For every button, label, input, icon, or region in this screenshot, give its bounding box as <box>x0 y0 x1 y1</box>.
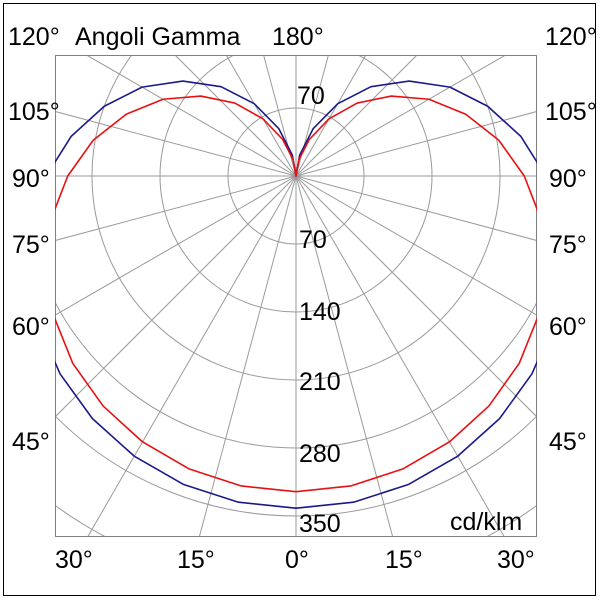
radial-label-280: 280 <box>299 440 341 468</box>
axis-label-bottom-15-right: 15° <box>385 546 423 574</box>
curve-c90-c270 <box>55 95 297 493</box>
axis-label-right-90: 90° <box>549 165 587 193</box>
axis-label-bottom-0: 0° <box>285 546 309 574</box>
axis-label-left-105: 105° <box>8 98 60 126</box>
radial-label-210: 210 <box>299 368 341 396</box>
radial-label-up-70: 70 <box>297 82 325 110</box>
axis-label-left-45: 45° <box>12 428 50 456</box>
unit-label: cd/klm <box>450 508 523 536</box>
intensity-curves <box>55 80 537 510</box>
plot-frame <box>55 55 537 537</box>
radial-label-140: 140 <box>299 298 341 326</box>
axis-label-right-45: 45° <box>549 428 587 456</box>
axis-label-right-60: 60° <box>549 313 587 341</box>
axis-label-bottom-30-right: 30° <box>497 546 535 574</box>
axis-label-bottom-15-left: 15° <box>177 546 215 574</box>
curve-c0-c180 <box>55 80 297 510</box>
axis-label-right-105: 105° <box>545 98 597 126</box>
axis-label-left-90: 90° <box>12 165 50 193</box>
axis-label-bottom-30-left: 30° <box>55 546 93 574</box>
page-title: Angoli Gamma <box>75 23 241 51</box>
radial-label-350: 350 <box>299 510 341 538</box>
curve-c0-c180 <box>295 80 537 510</box>
axis-label-right-120: 120° <box>545 23 597 51</box>
axis-label-left-120: 120° <box>8 23 60 51</box>
axis-label-left-60: 60° <box>12 313 50 341</box>
axis-label-right-75: 75° <box>549 231 587 259</box>
radial-label-70: 70 <box>299 226 327 254</box>
axis-label-left-75: 75° <box>12 231 50 259</box>
axis-label-top-180: 180° <box>272 23 324 51</box>
curve-c90-c270 <box>295 95 537 493</box>
